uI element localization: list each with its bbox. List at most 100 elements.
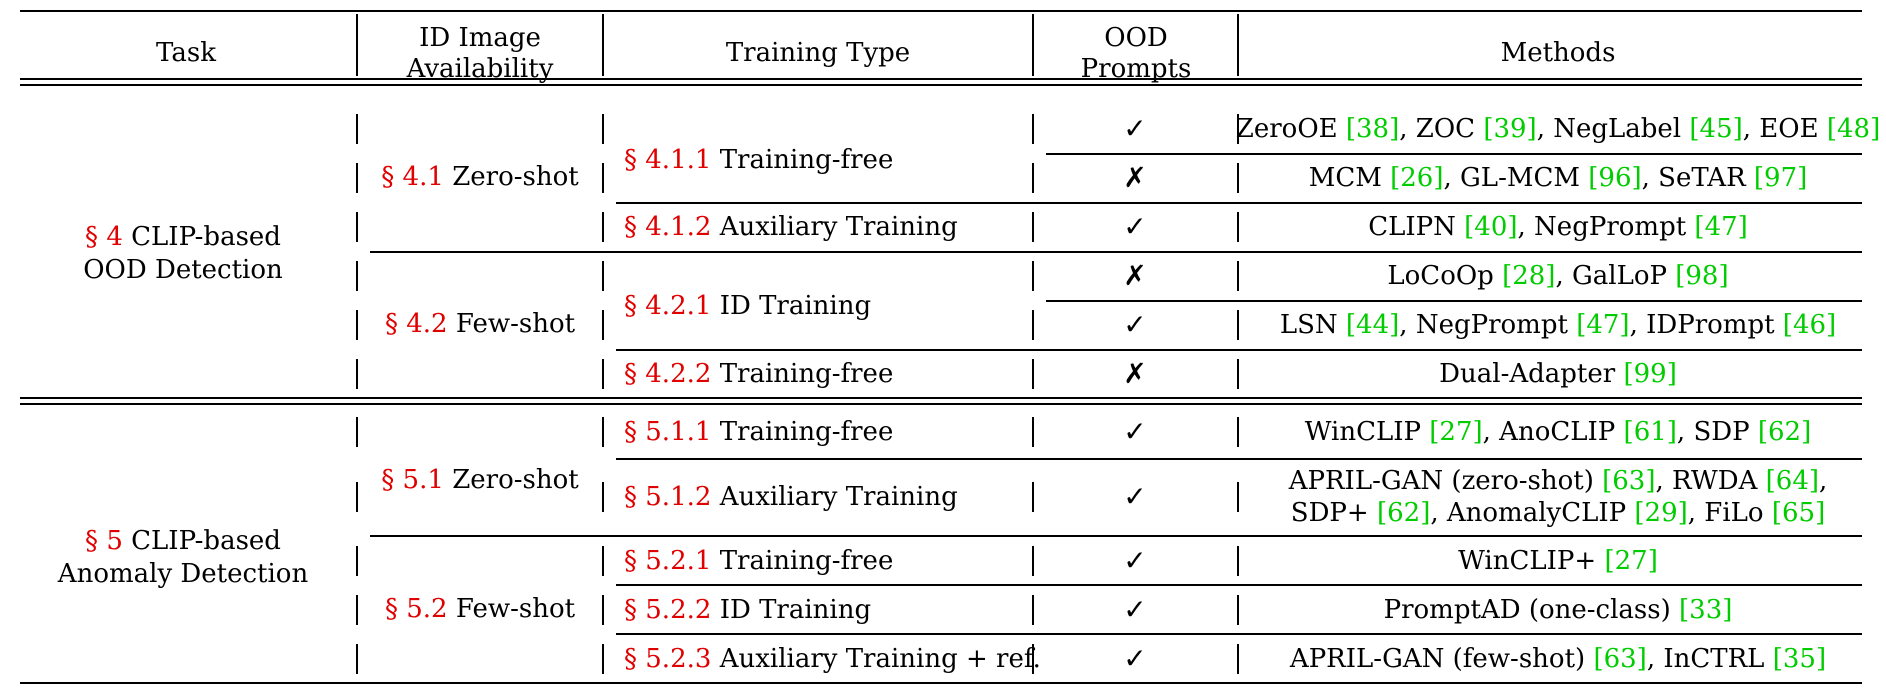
availability-cell: § 4.2 Few-shot — [384, 309, 576, 339]
check-mark: ✓ — [1123, 308, 1147, 341]
availability-cell: § 5.2 Few-shot — [384, 594, 576, 624]
availability-cell: § 5.1 Zero-shot — [381, 465, 579, 495]
bottom-rule — [20, 682, 1862, 684]
column-rule-segment — [1032, 163, 1034, 193]
column-rule-segment — [356, 644, 358, 674]
cross-mark: ✗ — [1123, 161, 1147, 194]
row-rule — [616, 633, 1862, 635]
citation-ref[interactable]: [47] — [1694, 212, 1748, 242]
methods-cell: LoCoOp [28], GalLoP [98] — [1387, 261, 1729, 291]
section-ref: § 5 — [85, 526, 123, 556]
methods-cell: Dual-Adapter [99] — [1439, 359, 1677, 389]
column-rule-segment — [1237, 482, 1239, 512]
task-ood-line1: § 4 CLIP-based — [85, 222, 281, 252]
column-rule-segment — [1237, 212, 1239, 242]
column-rule-segment — [1237, 261, 1239, 291]
header-ood-line1: OOD — [1104, 23, 1168, 53]
column-rule-segment — [356, 310, 358, 340]
column-rule-segment — [602, 417, 604, 447]
citation-ref[interactable]: [29] — [1634, 498, 1688, 528]
column-rule-segment — [356, 163, 358, 193]
header-col-rule — [356, 14, 358, 76]
column-rule-segment — [1032, 482, 1034, 512]
citation-ref[interactable]: [40] — [1464, 212, 1518, 242]
row-rule — [616, 349, 1862, 351]
citation-ref[interactable]: [26] — [1390, 163, 1444, 193]
citation-ref[interactable]: [47] — [1576, 310, 1630, 340]
header-col-rule — [1237, 14, 1239, 76]
check-mark: ✓ — [1123, 642, 1147, 675]
column-rule-segment — [602, 595, 604, 625]
methods-cell: SDP+ [62], AnomalyCLIP [29], FiLo [65] — [1290, 498, 1826, 528]
column-rule-segment — [356, 417, 358, 447]
column-rule-segment — [1237, 310, 1239, 340]
methods-cell: LSN [44], NegPrompt [47], IDPrompt [46] — [1279, 310, 1837, 340]
header-ood-line2: Prompts — [1080, 54, 1192, 84]
column-rule-segment — [1032, 261, 1034, 291]
citation-ref[interactable]: [65] — [1771, 498, 1826, 528]
citation-ref[interactable]: [27] — [1604, 546, 1658, 576]
column-rule-segment — [356, 546, 358, 576]
citation-ref[interactable]: [38] — [1345, 114, 1400, 144]
header-task: Task — [156, 38, 216, 68]
citation-ref[interactable]: [98] — [1675, 261, 1729, 291]
citation-ref[interactable]: [96] — [1588, 163, 1642, 193]
section-double-rule-2 — [20, 403, 1862, 405]
header-methods: Methods — [1500, 38, 1616, 68]
citation-ref[interactable]: [61] — [1623, 417, 1677, 447]
header-col-rule — [1032, 14, 1034, 76]
methods-cell: WinCLIP [27], AnoCLIP [61], SDP [62] — [1304, 417, 1812, 447]
column-rule-segment — [356, 114, 358, 144]
column-rule-segment — [1032, 359, 1034, 389]
citation-ref[interactable]: [39] — [1483, 114, 1537, 144]
header-id-image-line1: ID Image — [419, 23, 541, 53]
training-cell: § 5.1.2 Auxiliary Training — [624, 482, 958, 512]
citation-ref[interactable]: [28] — [1502, 261, 1556, 291]
citation-ref[interactable]: [64] — [1765, 466, 1820, 496]
citation-ref[interactable]: [44] — [1345, 310, 1400, 340]
task-anomaly-line1: § 5 CLIP-based — [85, 526, 281, 556]
column-rule-segment — [602, 546, 604, 576]
column-rule-segment — [356, 261, 358, 291]
citation-ref[interactable]: [48] — [1826, 114, 1881, 144]
column-rule-segment — [356, 482, 358, 512]
row-rule — [370, 535, 1862, 537]
column-rule-segment — [1237, 644, 1239, 674]
citation-ref[interactable]: [99] — [1623, 359, 1677, 389]
check-mark: ✓ — [1123, 480, 1147, 513]
citation-ref[interactable]: [97] — [1753, 163, 1808, 193]
header-double-rule-1 — [20, 78, 1862, 80]
citation-ref[interactable]: [63] — [1593, 644, 1647, 674]
header-id-image-line2: Availability — [406, 54, 554, 84]
column-rule-segment — [602, 261, 604, 291]
citation-ref[interactable]: [45] — [1689, 114, 1743, 144]
check-mark: ✓ — [1123, 210, 1147, 243]
citation-ref[interactable]: [33] — [1679, 595, 1733, 625]
column-rule-segment — [1237, 163, 1239, 193]
column-rule-segment — [1237, 595, 1239, 625]
citation-ref[interactable]: [35] — [1772, 644, 1827, 674]
column-rule-segment — [602, 482, 604, 512]
methods-cell: CLIPN [40], NegPrompt [47] — [1368, 212, 1748, 242]
column-rule-segment — [602, 359, 604, 389]
cross-mark: ✗ — [1123, 259, 1147, 292]
training-cell: § 5.1.1 Training-free — [624, 417, 894, 447]
training-cell: § 4.2.1 ID Training — [624, 291, 872, 321]
citation-ref[interactable]: [63] — [1602, 466, 1656, 496]
header-double-rule-2 — [20, 84, 1862, 86]
row-rule — [1046, 300, 1862, 302]
training-cell: § 5.2.1 Training-free — [624, 546, 894, 576]
row-rule — [616, 584, 1862, 586]
citation-ref[interactable]: [46] — [1782, 310, 1837, 340]
citation-ref[interactable]: [62] — [1757, 417, 1812, 447]
citation-ref[interactable]: [62] — [1376, 498, 1431, 528]
citation-ref[interactable]: [27] — [1429, 417, 1483, 447]
column-rule-segment — [1237, 114, 1239, 144]
availability-cell: § 4.1 Zero-shot — [381, 162, 579, 192]
training-cell: § 5.2.2 ID Training — [624, 595, 872, 625]
column-rule-segment — [1237, 417, 1239, 447]
column-rule-segment — [602, 114, 604, 144]
column-rule-segment — [356, 359, 358, 389]
row-rule — [616, 458, 1862, 460]
